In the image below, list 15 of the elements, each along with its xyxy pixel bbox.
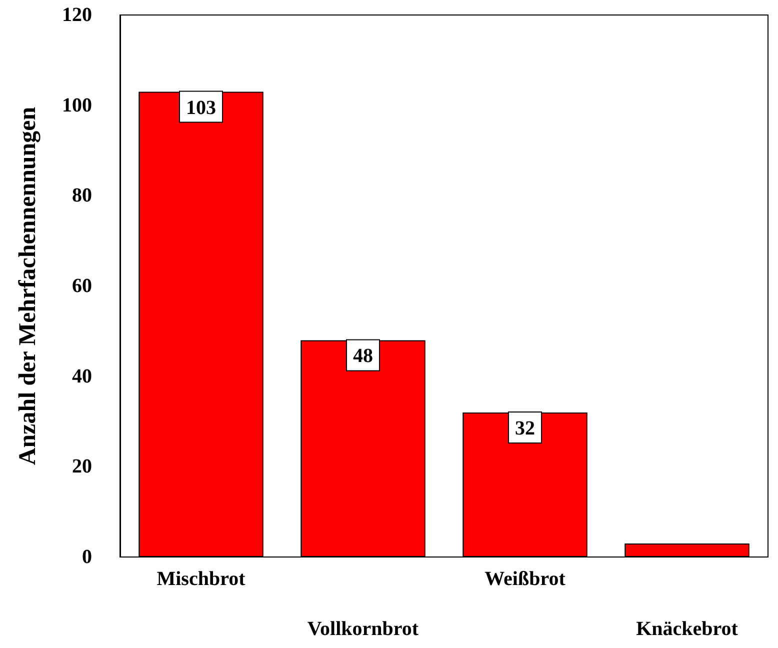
y-tick-label: 120 [62, 4, 92, 26]
x-tick-label: Mischbrot [156, 568, 246, 590]
y-tick-label: 60 [72, 275, 92, 297]
y-axis-title: Anzahl der Mehrfachennennungen [15, 106, 41, 466]
x-tick-label: Weißbrot [484, 568, 566, 590]
y-tick-label: 100 [62, 94, 92, 116]
y-tick-label: 0 [82, 546, 92, 568]
y-tick-label: 20 [72, 456, 92, 478]
data-label: 103 [186, 96, 216, 119]
y-tick-label: 40 [72, 365, 92, 388]
x-tick-label: Knäckebrot [636, 618, 738, 640]
data-label: 32 [515, 417, 535, 440]
x-tick-label: Vollkornbrot [307, 618, 419, 640]
y-tick-label: 80 [72, 184, 92, 207]
data-label: 48 [353, 345, 373, 368]
